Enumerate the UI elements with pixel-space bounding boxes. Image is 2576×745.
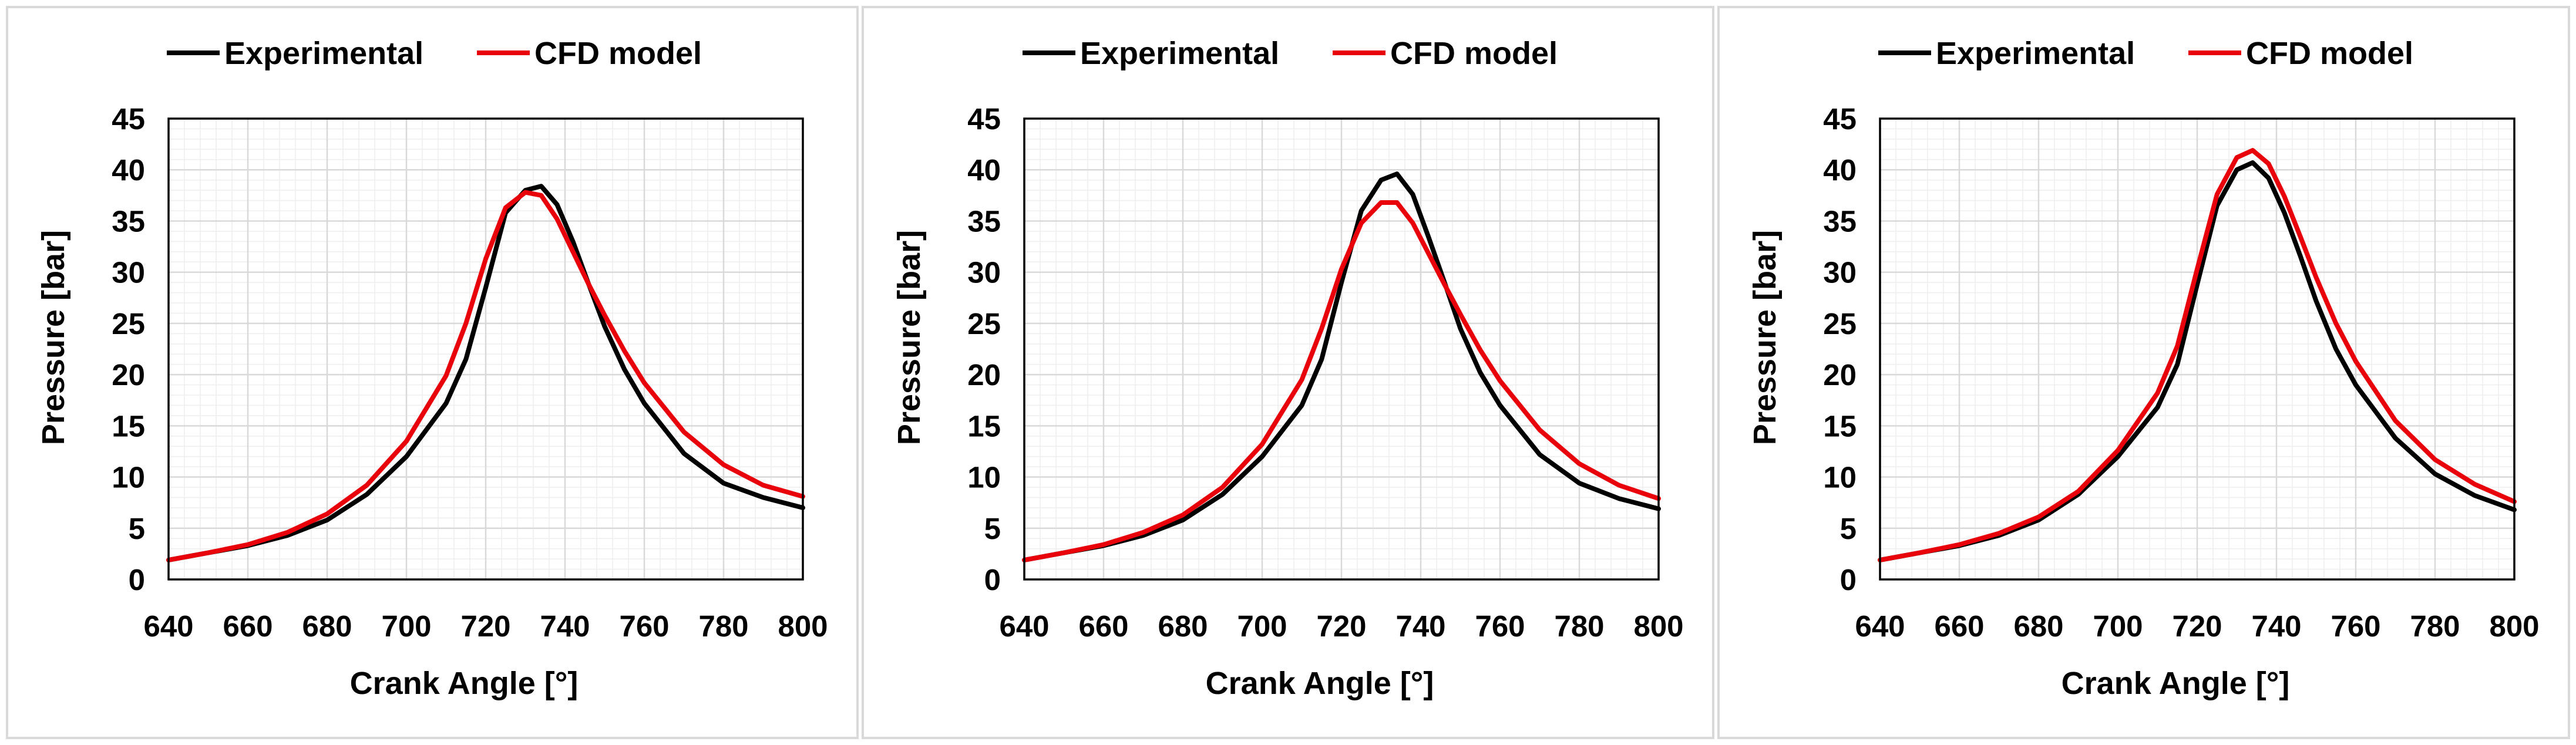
plot-border [167, 117, 804, 581]
x-tick-label: 700 [2093, 609, 2143, 643]
y-tick-label: 40 [1823, 153, 1857, 187]
x-tick-label: 700 [1237, 609, 1287, 643]
x-tick-label: 760 [2330, 609, 2380, 643]
y-tick-label: 0 [984, 563, 1001, 596]
x-tick-label: 720 [460, 609, 510, 643]
y-axis-title: Pressure [bar] [36, 230, 71, 445]
legend-label-cfd-model: CFD model [534, 36, 702, 71]
legend: Experimental CFD model [1023, 36, 1558, 71]
y-tick-label: 20 [967, 358, 1001, 392]
series-line-cfd-model [1878, 148, 2517, 562]
x-tick-label: 660 [1934, 609, 1984, 643]
y-tick-label: 10 [1823, 461, 1857, 494]
x-axis-title: Crank Angle [°] [350, 666, 579, 701]
y-tick-label: 5 [129, 512, 145, 545]
y-tick-label: 5 [984, 512, 1001, 545]
x-tick-label: 700 [381, 609, 431, 643]
legend-label-cfd-model: CFD model [1390, 36, 1558, 71]
x-tick-label: 720 [2172, 609, 2222, 643]
x-tick-label: 780 [1554, 609, 1604, 643]
x-tick-label: 800 [2489, 609, 2539, 643]
y-tick-label: 30 [1823, 256, 1857, 289]
series-line-cfd-model [166, 190, 805, 562]
y-tick-label: 15 [967, 409, 1001, 443]
x-tick-label: 660 [223, 609, 273, 643]
legend: Experimental CFD model [167, 36, 702, 71]
x-tick-label: 780 [2410, 609, 2460, 643]
x-tick-label: 760 [1475, 609, 1525, 643]
y-tick-label: 25 [1823, 307, 1857, 341]
x-tick-label: 740 [2251, 609, 2301, 643]
y-tick-label: 15 [112, 409, 145, 443]
x-tick-label: 680 [2013, 609, 2063, 643]
y-tick-label: 10 [112, 461, 145, 494]
legend-label-experimental: Experimental [224, 36, 423, 71]
y-tick-label: 5 [1840, 512, 1857, 545]
x-tick-label: 680 [302, 609, 352, 643]
plot-area: 640 660 680 700 720 740 760 780 800 0 5 10 15 20 25 30 3… [1823, 102, 2539, 643]
y-tick-label: 35 [967, 204, 1001, 238]
plot-border [1879, 117, 2516, 581]
y-tick-label: 45 [112, 102, 145, 136]
y-tick-label: 35 [112, 204, 145, 238]
x-tick-label: 780 [698, 609, 748, 643]
x-tick-label: 800 [778, 609, 828, 643]
plot-area: 640 660 680 700 720 740 760 780 800 0 5 10 15 20 25 30 3… [112, 102, 828, 643]
x-axis-title: Crank Angle [°] [2062, 666, 2290, 701]
y-tick-label: 20 [1823, 358, 1857, 392]
x-tick-label: 760 [619, 609, 669, 643]
series-line-experimental [1022, 171, 1661, 562]
plot-border [1023, 117, 1660, 581]
y-tick-label: 40 [967, 153, 1001, 187]
y-tick-label: 35 [1823, 204, 1857, 238]
x-tick-label: 640 [143, 609, 193, 643]
y-axis-title: Pressure [bar] [892, 230, 927, 445]
y-tick-label: 10 [967, 461, 1001, 494]
y-tick-label: 45 [967, 102, 1001, 136]
y-tick-label: 45 [1823, 102, 1857, 136]
x-axis-title: Crank Angle [°] [1206, 666, 1434, 701]
legend-label-experimental: Experimental [1936, 36, 2135, 71]
chart-panel-3: Experimental CFD model 640 660 680 700 720 74… [1717, 6, 2570, 739]
x-tick-label: 800 [1633, 609, 1683, 643]
y-tick-label: 30 [967, 256, 1001, 289]
y-tick-label: 15 [1823, 409, 1857, 443]
y-tick-label: 20 [112, 358, 145, 392]
x-tick-label: 740 [1395, 609, 1445, 643]
x-tick-label: 740 [540, 609, 590, 643]
y-tick-label: 0 [129, 563, 145, 596]
y-tick-label: 40 [112, 153, 145, 187]
y-tick-label: 0 [1840, 563, 1857, 596]
x-tick-label: 680 [1158, 609, 1208, 643]
legend-label-cfd-model: CFD model [2246, 36, 2413, 71]
legend-label-experimental: Experimental [1080, 36, 1279, 71]
x-tick-label: 720 [1316, 609, 1366, 643]
x-tick-label: 640 [999, 609, 1049, 643]
x-tick-label: 660 [1078, 609, 1128, 643]
series-line-cfd-model [1022, 200, 1661, 562]
chart-panel-1: Experimental CFD model 640 660 680 700 720 74… [6, 6, 859, 739]
legend: Experimental CFD model [1878, 36, 2413, 71]
y-tick-label: 25 [967, 307, 1001, 341]
y-tick-label: 25 [112, 307, 145, 341]
y-axis-title: Pressure [bar] [1747, 230, 1783, 445]
y-tick-label: 30 [112, 256, 145, 289]
x-tick-label: 640 [1855, 609, 1905, 643]
plot-area: 640 660 680 700 720 740 760 780 800 0 5 10 15 20 25 30 3… [967, 102, 1683, 643]
series-line-experimental [1878, 160, 2517, 562]
chart-panel-2: Experimental CFD model 640 660 680 700 720 74… [862, 6, 1714, 739]
